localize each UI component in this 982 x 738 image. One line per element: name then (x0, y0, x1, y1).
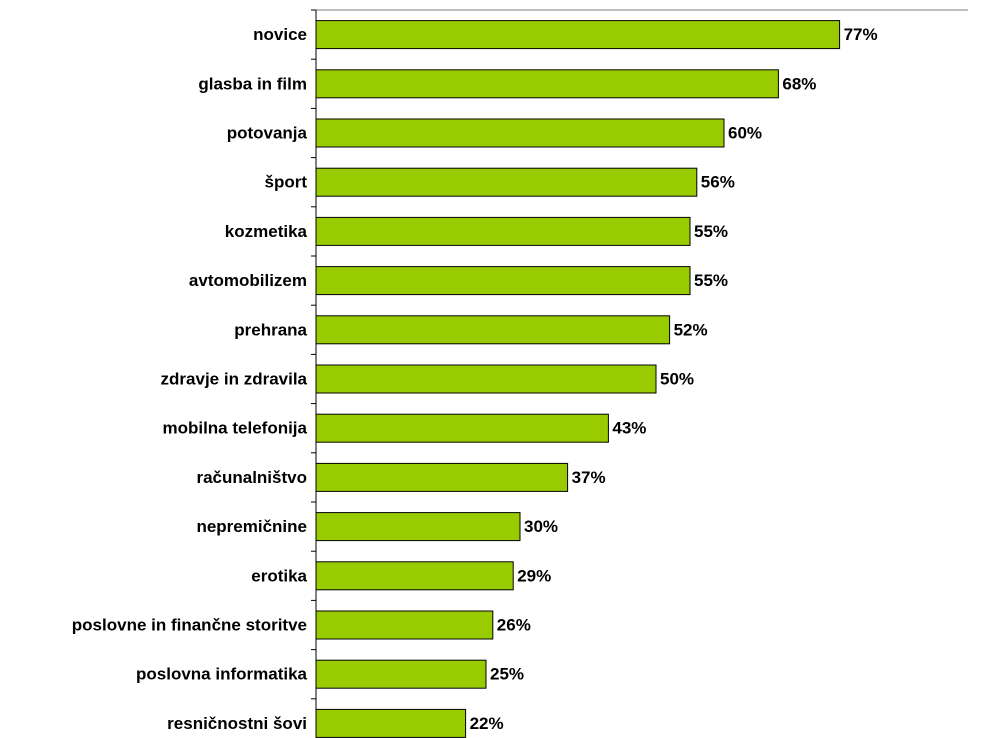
bar-0 (315, 20, 841, 50)
category-label: zdravje in zdravila (161, 370, 308, 389)
bar-12 (315, 610, 494, 640)
category-label: kozmetika (225, 222, 308, 241)
category-label: poslovna informatika (136, 665, 308, 684)
value-label: 29% (517, 566, 551, 585)
category-label: nepremičnine (196, 517, 307, 536)
value-label: 60% (728, 124, 762, 143)
bar-6 (315, 315, 671, 345)
value-label: 30% (524, 517, 558, 536)
bar-14 (315, 708, 467, 738)
value-label: 37% (572, 468, 606, 487)
category-label: erotika (251, 566, 307, 585)
category-label: novice (253, 25, 307, 44)
category-label: glasba in film (198, 74, 307, 93)
bar-11 (315, 561, 514, 591)
bar-4 (315, 216, 691, 246)
bar-2 (315, 118, 725, 148)
category-label: resničnostni šovi (167, 714, 307, 733)
value-label: 43% (612, 419, 646, 438)
category-label: prehrana (234, 320, 307, 339)
bars-group (315, 20, 841, 738)
category-label: poslovne in finančne storitve (72, 616, 307, 635)
category-label: avtomobilizem (189, 271, 307, 290)
value-label: 50% (660, 370, 694, 389)
value-label: 56% (701, 173, 735, 192)
bar-8 (315, 413, 609, 443)
bar-10 (315, 512, 521, 542)
value-label: 25% (490, 665, 524, 684)
category-label: potovanja (227, 124, 308, 143)
value-label: 26% (497, 616, 531, 635)
value-label: 52% (674, 320, 708, 339)
category-label: mobilna telefonija (162, 419, 307, 438)
bar-3 (315, 167, 698, 197)
bar-5 (315, 266, 691, 296)
value-label: 22% (470, 714, 504, 733)
category-label: šport (265, 173, 308, 192)
value-label: 55% (694, 222, 728, 241)
category-label: računalništvo (196, 468, 307, 487)
value-label: 55% (694, 271, 728, 290)
bar-13 (315, 659, 487, 689)
value-labels: 77% 68% 60% 56% 55% 55% 52% 50% 43% 37% 30% 29% 26% 2… (470, 25, 878, 733)
bar-1 (315, 69, 779, 99)
bar-9 (315, 462, 569, 492)
category-labels: novice glasba in film potovanja šport kozmet… (72, 25, 308, 733)
value-label: 68% (782, 74, 816, 93)
bar-7 (315, 364, 657, 394)
value-label: 77% (844, 25, 878, 44)
axis-ticks (311, 9, 316, 700)
